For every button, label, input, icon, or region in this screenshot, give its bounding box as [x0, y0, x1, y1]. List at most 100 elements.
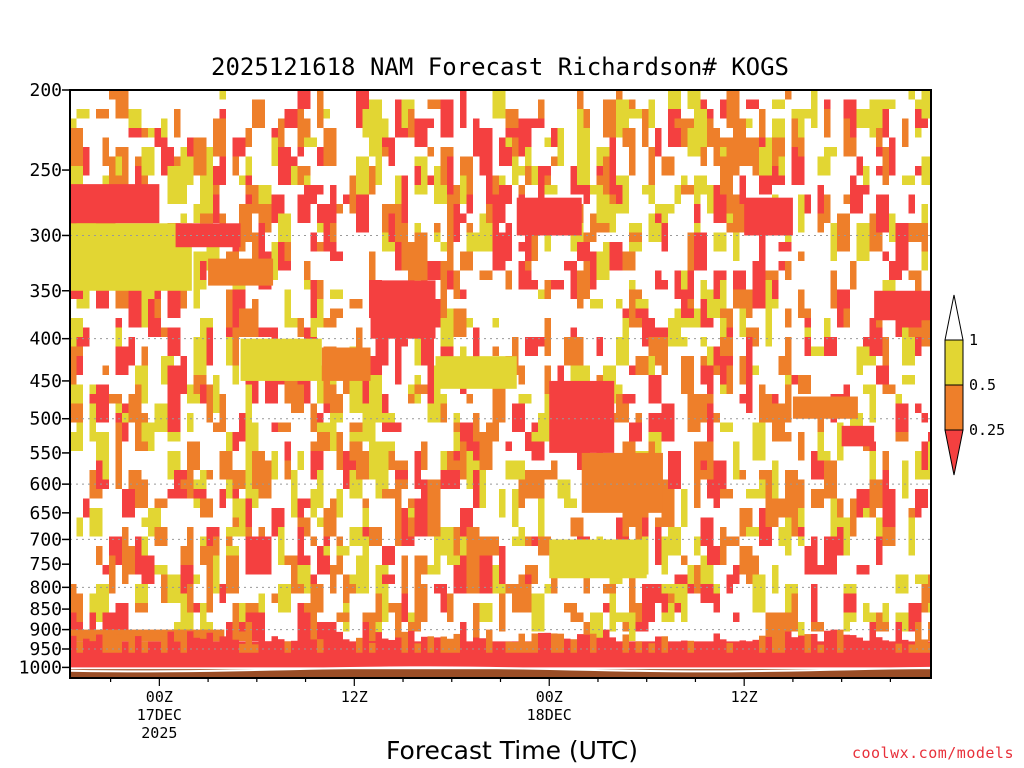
heatmap-cell	[895, 622, 902, 651]
heatmap-cell	[83, 638, 90, 653]
credit-link[interactable]: coolwx.com/models	[851, 744, 1014, 762]
heatmap-cell	[746, 375, 753, 413]
heatmap-cell	[505, 441, 512, 451]
heatmap-cell	[583, 634, 590, 653]
heatmap-cell	[362, 498, 369, 508]
heatmap-cell	[570, 223, 577, 252]
heatmap-cell	[219, 489, 226, 508]
heatmap-cell	[304, 261, 311, 290]
heatmap-cell	[700, 375, 707, 385]
heatmap-cell	[89, 641, 96, 653]
heatmap-cell	[434, 232, 441, 242]
heatmap-region	[841, 425, 875, 447]
heatmap-cell	[499, 99, 506, 119]
heatmap-cell	[336, 489, 343, 518]
heatmap-cell	[115, 451, 122, 489]
heatmap-cell	[265, 555, 272, 565]
heatmap-cell	[284, 318, 298, 328]
heatmap-cell	[609, 137, 616, 176]
heatmap-cell	[538, 166, 551, 176]
heatmap-cell	[895, 327, 902, 337]
y-tick-label: 200	[29, 80, 62, 101]
heatmap-cell	[187, 460, 194, 499]
heatmap-cell	[609, 637, 616, 653]
heatmap-cell	[180, 479, 187, 489]
heatmap-cell	[895, 643, 902, 653]
heatmap-cell	[447, 555, 460, 565]
heatmap-cell	[466, 318, 473, 328]
heatmap-cell	[791, 118, 798, 157]
heatmap-cell	[154, 565, 168, 575]
heatmap-cell	[733, 289, 746, 309]
heatmap-cell	[219, 636, 226, 653]
heatmap-cell	[369, 375, 382, 404]
heatmap-cell	[440, 99, 454, 138]
heatmap-cell	[115, 289, 129, 309]
heatmap-cell	[232, 137, 246, 157]
legend-swatch-bottom	[944, 429, 964, 476]
heatmap-cell	[752, 365, 759, 375]
heatmap-cell	[778, 242, 792, 252]
heatmap-cell	[577, 270, 584, 309]
heatmap-cell	[720, 280, 727, 318]
heatmap-cell	[687, 640, 694, 653]
heatmap-cell	[200, 536, 207, 546]
heatmap-cell	[538, 536, 551, 556]
heatmap-cell	[453, 308, 467, 337]
heatmap-cell	[882, 470, 889, 489]
heatmap-cell	[798, 432, 805, 461]
heatmap-cell	[206, 470, 213, 480]
heatmap-cell	[616, 299, 623, 309]
heatmap-cell	[778, 632, 785, 653]
heatmap-cell	[921, 584, 928, 613]
heatmap-cell	[206, 384, 213, 423]
heatmap-cell	[388, 639, 395, 653]
heatmap-cell	[375, 593, 382, 622]
heatmap-cell	[882, 489, 896, 527]
heatmap-cell	[518, 527, 525, 537]
heatmap-cell	[382, 413, 395, 423]
heatmap-cell	[661, 223, 668, 252]
heatmap-cell	[720, 639, 727, 653]
heatmap-cell	[167, 289, 181, 318]
legend-swatch-top	[944, 294, 964, 341]
heatmap-cell	[746, 289, 753, 318]
heatmap-cell	[746, 337, 753, 375]
x-tick-label: 00Z	[536, 688, 563, 706]
heatmap-cell	[492, 403, 506, 423]
heatmap-cell	[551, 280, 564, 290]
heatmap-cell	[297, 318, 304, 337]
heatmap-cell	[382, 147, 389, 157]
heatmap-cell	[297, 90, 311, 109]
heatmap-cell	[635, 356, 649, 375]
heatmap-cell	[271, 422, 278, 432]
heatmap-cell	[245, 498, 252, 527]
heatmap-cell	[349, 204, 356, 214]
heatmap-cell	[304, 630, 311, 653]
heatmap-cell	[317, 639, 324, 653]
heatmap-cell	[739, 640, 746, 653]
heatmap-cell	[765, 137, 772, 176]
heatmap-cell	[817, 432, 824, 461]
heatmap-cell	[908, 517, 915, 556]
heatmap-cell	[850, 175, 857, 214]
heatmap-cell	[713, 633, 720, 653]
heatmap-cell	[414, 643, 421, 653]
heatmap-cell	[895, 251, 909, 271]
heatmap-cell	[726, 536, 740, 546]
heatmap-cell	[232, 365, 239, 385]
heatmap-cell	[811, 489, 824, 508]
heatmap-cell	[648, 175, 655, 185]
heatmap-cell	[577, 156, 590, 185]
heatmap-cell	[733, 451, 740, 480]
heatmap-cell	[76, 289, 83, 299]
heatmap-cell	[531, 633, 538, 653]
heatmap-cell	[557, 128, 564, 166]
heatmap-cell	[596, 204, 603, 223]
heatmap-cell	[921, 251, 928, 271]
heatmap-cell	[466, 394, 473, 404]
heatmap-cell	[739, 470, 746, 480]
heatmap-cell	[479, 128, 493, 138]
heatmap-region	[516, 197, 582, 236]
heatmap-cell	[570, 327, 577, 337]
